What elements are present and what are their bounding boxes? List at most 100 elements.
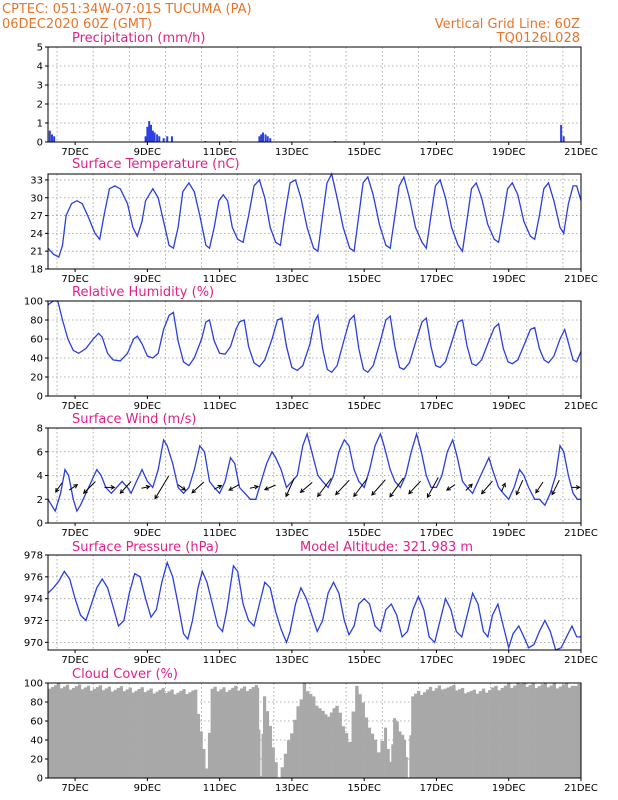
wind-arrow-head (535, 488, 540, 494)
cloud-cover-bar (134, 690, 138, 778)
x-tick-label: 13DEC (275, 274, 309, 285)
cloud-cover-bar (164, 693, 168, 778)
precip-bar (153, 132, 156, 142)
cloud-cover-bar (409, 735, 412, 778)
cloud-cover-bar (205, 768, 209, 778)
cloud-cover-bar (478, 691, 483, 778)
cloud-cover-bar (140, 687, 144, 778)
wind-arrow-head (480, 489, 486, 495)
header-date: 06DEC2020 60Z (GMT) (2, 17, 152, 32)
cloud-cover-bar (161, 688, 165, 778)
cloud-cover-bar (293, 719, 297, 778)
x-tick-label: 7DEC (61, 655, 88, 666)
precip-bar (50, 134, 53, 142)
x-tick-label: 13DEC (275, 147, 309, 158)
y-tick-label: 24 (30, 229, 43, 240)
panel-title: Surface Wind (m/s) (72, 412, 196, 427)
cloud-cover-bar (146, 690, 150, 778)
x-tick-label: 7DEC (61, 401, 88, 412)
cloud-cover-bar (528, 685, 532, 778)
cloud-cover-bar (475, 693, 480, 778)
cloud-cover-bar (389, 761, 392, 778)
panel-2: 0 20 40 60 80 100 7DEC 9DEC 11DEC 13DEC 15DEC 17DEC… (24, 285, 598, 412)
cloud-cover-bar (344, 733, 349, 778)
wind-arrow-shaft (317, 478, 332, 497)
wind-arrow (515, 479, 524, 496)
cloud-cover-bar (98, 685, 103, 778)
cloud-cover-bar (411, 696, 415, 778)
cloud-cover-bar (463, 693, 468, 778)
wind-arrow-shaft (335, 479, 350, 495)
cloud-cover-bar (491, 687, 495, 778)
cloud-cover-bar (386, 749, 390, 778)
cloud-cover-bar (104, 688, 109, 778)
wind-arrow-head (110, 485, 116, 490)
wind-arrow (177, 484, 187, 491)
panel-frame (47, 682, 582, 779)
x-tick-label: 13DEC (275, 783, 309, 794)
x-tick-label: 7DEC (61, 783, 88, 794)
cloud-cover-bar (425, 689, 430, 778)
wind-arrow-head (299, 488, 305, 493)
y-tick-label: 27 (30, 211, 43, 222)
x-tick-label: 11DEC (203, 147, 237, 158)
cloud-cover-bar (143, 692, 147, 778)
cloud-cover-bar (237, 690, 241, 778)
wind-arrow (389, 477, 404, 498)
wind-arrow (317, 478, 332, 498)
cloud-cover-bar (405, 757, 408, 778)
wind-arrow-head (515, 490, 520, 496)
cloud-cover-bar (167, 691, 171, 778)
cloud-cover-bar (308, 693, 313, 778)
y-tick-label: 0 (37, 774, 43, 785)
cloud-cover-bar (199, 731, 203, 778)
cloud-cover-bar (228, 689, 232, 778)
cloud-cover-bar (484, 692, 489, 778)
x-tick-label: 11DEC (203, 401, 237, 412)
cloud-cover-bar (185, 693, 189, 778)
precip-bar (48, 130, 51, 142)
x-tick-label: 21DEC (564, 528, 598, 539)
x-tick-label: 7DEC (61, 274, 88, 285)
wind-arrow (480, 480, 493, 495)
wind-arrow-shaft (83, 481, 96, 494)
cloud-cover-bar (395, 721, 399, 778)
y-tick-label: 80 (30, 316, 43, 327)
panel-title: Surface Pressure (hPa) (72, 540, 219, 555)
wind-arrow-shaft (264, 484, 276, 491)
cloud-cover-bar (261, 733, 264, 778)
cloud-cover-bar (131, 692, 135, 778)
y-tick-label: 3 (37, 81, 43, 92)
cloud-cover-bar (401, 734, 405, 778)
cloud-cover-bar (341, 726, 346, 778)
x-tick-label: 13DEC (275, 528, 309, 539)
cloud-cover-bar (403, 740, 407, 778)
wind-arrow (263, 484, 276, 491)
cloud-cover-bar (83, 687, 88, 778)
cloud-cover-bar (361, 702, 365, 778)
precip-bar (149, 124, 152, 142)
cloud-cover-bar (182, 689, 186, 778)
x-tick-label: 17DEC (420, 783, 454, 794)
precip-bar (53, 136, 56, 142)
cloud-cover-bar (525, 686, 529, 778)
cloud-cover-bar (113, 689, 117, 778)
cloud-cover-bar (194, 689, 198, 778)
cloud-cover-bar (68, 689, 73, 778)
cloud-cover-bar (555, 688, 560, 778)
wind-arrow-shaft (501, 483, 506, 492)
panels: 0 1 2 3 4 5 7DEC 9DEC 11DEC 13DEC 15DEC 17DEC 19DEC 2… (24, 31, 598, 794)
cloud-cover-bar (207, 732, 211, 778)
cloud-cover-bar (414, 693, 418, 778)
series-line (47, 560, 581, 651)
precip-bar (560, 124, 563, 142)
wind-arrow-head (145, 484, 151, 490)
cloud-cover-bar (373, 739, 378, 778)
cloud-cover-bar (324, 714, 328, 778)
cloud-cover-bar (332, 708, 336, 778)
cloud-cover-bar (510, 687, 514, 778)
cloud-cover-bar (558, 686, 563, 778)
cloud-cover-bar (500, 687, 505, 778)
wind-arrow-head (73, 484, 79, 489)
cloud-cover-bar (420, 694, 424, 778)
